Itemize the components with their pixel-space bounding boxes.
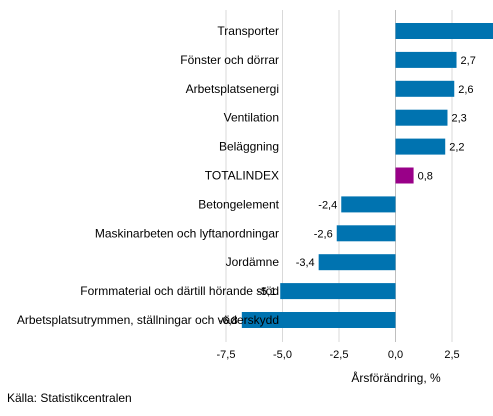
value-label: -2,4 <box>318 199 337 211</box>
bar <box>318 254 396 271</box>
value-label: 2,3 <box>451 113 466 125</box>
value-label: -3,4 <box>296 257 315 269</box>
value-label: -6,8 <box>219 315 238 327</box>
category-label: Betongelement <box>198 197 279 211</box>
x-tick-label: 2,5 <box>444 349 459 361</box>
bar <box>395 23 493 39</box>
category-label: Maskinarbeten och lyftanordningar <box>95 226 279 240</box>
value-label: 2,2 <box>449 142 464 154</box>
bar <box>395 51 457 68</box>
bar <box>395 138 446 155</box>
category-label: TOTALINDEX <box>205 169 279 183</box>
x-tick-label: -2,5 <box>330 349 349 361</box>
value-label: 2,6 <box>458 84 473 96</box>
source-note: Källa: Statistikcentralen <box>7 391 132 405</box>
x-axis-ticks: -7,5-5,0-2,50,02,55,0 <box>217 349 460 361</box>
category-label: Formmaterial och därtill hörande stöd <box>80 284 279 298</box>
bar <box>280 283 396 300</box>
bar <box>341 196 396 213</box>
value-label: 2,7 <box>461 55 476 67</box>
bar <box>395 80 455 97</box>
category-label: Arbetsplatsutrymmen, ställningar och väd… <box>17 313 279 327</box>
bar <box>241 312 396 328</box>
bar <box>395 109 448 126</box>
bars <box>241 23 493 328</box>
bar <box>336 225 396 242</box>
category-label: Arbetsplatsenergi <box>186 82 279 96</box>
category-labels: Transporter Fönster och dörrar Arbetsplats… <box>17 24 280 327</box>
category-label: Ventilation <box>224 111 279 125</box>
value-labels: 5,42,72,62,32,20,8-2,4-2,6-3,4-5,1-6,8 <box>219 55 476 327</box>
x-tick-label: -5,0 <box>273 349 292 361</box>
bar <box>395 167 414 184</box>
category-label: Fönster och dörrar <box>180 53 279 67</box>
x-tick-label: 0,0 <box>388 349 403 361</box>
value-label: -5,1 <box>257 286 276 298</box>
category-label: Beläggning <box>219 140 279 154</box>
value-label: 0,8 <box>418 171 433 183</box>
x-tick-label: -7,5 <box>217 349 236 361</box>
value-label: -2,6 <box>314 228 333 240</box>
x-axis-title: Årsförändring, % <box>351 370 441 385</box>
category-label: Transporter <box>217 24 279 38</box>
category-label: Jordämne <box>226 255 280 269</box>
